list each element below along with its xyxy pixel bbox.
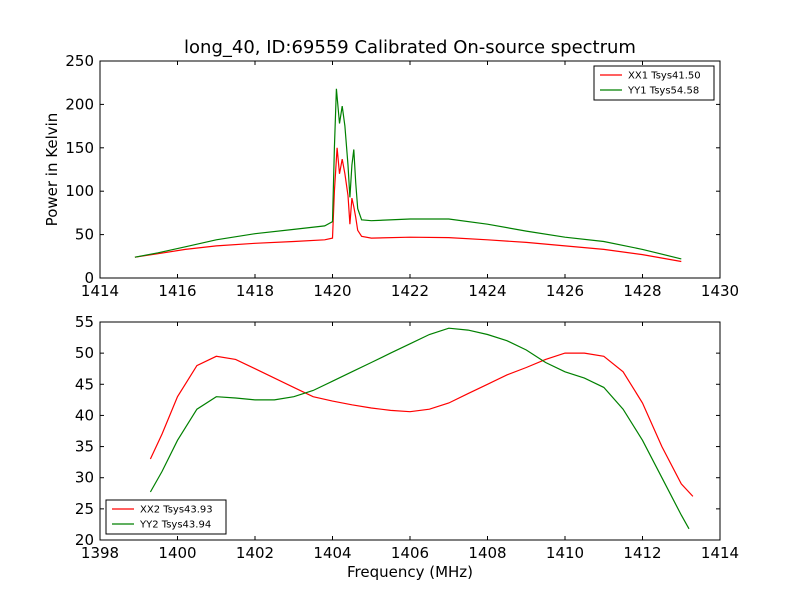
x-tick-label: 1418 xyxy=(236,282,274,300)
y-tick-label: 20 xyxy=(75,531,94,549)
x-tick-label: 1414 xyxy=(81,282,119,300)
series-line-1 xyxy=(134,147,682,263)
x-tick-label: 1412 xyxy=(623,544,661,562)
x-tick-label: 1420 xyxy=(313,282,351,300)
legend-label: YY2 Tsys43.94 xyxy=(139,520,211,531)
x-tick-label: 1422 xyxy=(391,282,429,300)
legend-box xyxy=(593,65,715,101)
x-tick-label: 1430 xyxy=(701,282,739,300)
x-tick-label: 1428 xyxy=(623,282,661,300)
y-tick-label: 45 xyxy=(75,375,94,393)
x-tick-label: 1404 xyxy=(313,544,351,562)
y-tick-label: 30 xyxy=(75,469,94,487)
y-tick-label: 250 xyxy=(65,52,94,70)
x-tick-label: 1398 xyxy=(81,544,119,562)
x-tick-label: 1408 xyxy=(468,544,506,562)
x-tick-label: 1414 xyxy=(701,544,739,562)
y-tick-label: 0 xyxy=(84,269,94,287)
y-tick-label: 50 xyxy=(75,344,94,362)
y-tick-label: 25 xyxy=(75,500,94,518)
legend-label: YY1 Tsys54.58 xyxy=(627,86,699,97)
legend-box xyxy=(105,499,227,535)
y-tick-label: 50 xyxy=(75,226,94,244)
x-tick-label: 1426 xyxy=(546,282,584,300)
x-tick-label: 1416 xyxy=(158,282,196,300)
x-tick-label: 1410 xyxy=(546,544,584,562)
y-tick-label: 200 xyxy=(65,95,94,113)
top-plot-panel: 1414 1416 1418 1420 1422 1424 1426 1428 1430 0 50 1… xyxy=(43,52,739,300)
legend: XX2 Tsys43.93 YY2 Tsys43.94 xyxy=(105,499,227,535)
y-tick-label: 40 xyxy=(75,406,94,424)
legend: XX1 Tsys41.50 YY1 Tsys54.58 xyxy=(593,65,715,101)
y-tick-label: 100 xyxy=(65,182,94,200)
x-tick-label: 1406 xyxy=(391,544,429,562)
legend-label: XX2 Tsys43.93 xyxy=(140,505,213,516)
series-line-2 xyxy=(149,327,690,530)
legend-label: XX1 Tsys41.50 xyxy=(628,71,701,82)
y-axis-label: Power in Kelvin xyxy=(43,113,61,227)
y-tick-label: 55 xyxy=(75,313,94,331)
y-tick-label: 150 xyxy=(65,139,94,157)
bottom-plot-panel: 1398 1400 1402 1404 1406 1408 1410 1412 1414 20 25… xyxy=(75,313,739,581)
x-tick-label: 1400 xyxy=(158,544,196,562)
y-tick-label: 35 xyxy=(75,438,94,456)
chart-title: long_40, ID:69559 Calibrated On-source s… xyxy=(184,37,636,58)
x-tick-label: 1402 xyxy=(236,544,274,562)
x-tick-label: 1424 xyxy=(468,282,506,300)
series-line-1 xyxy=(149,352,694,497)
series-line-2 xyxy=(134,88,682,260)
x-axis-label: Frequency (MHz) xyxy=(347,563,473,581)
